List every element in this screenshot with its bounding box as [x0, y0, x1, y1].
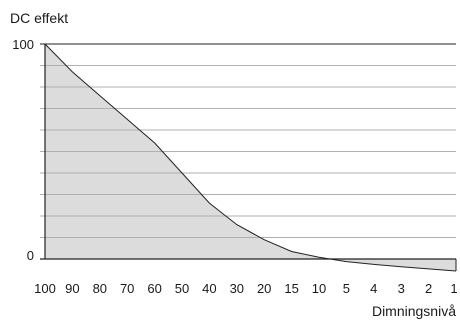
x-tick-label: 4 — [370, 281, 377, 296]
x-tick-label: 1 — [450, 281, 457, 296]
series-line — [44, 43, 457, 272]
plot-area: 100 0 100 90 80 70 60 50 40 30 20 15 10 5 4 3 2 1 — [12, 37, 457, 296]
x-tick-label: 3 — [398, 281, 405, 296]
x-tick-label: 100 — [34, 281, 56, 296]
x-axis-label: Dimningsnivå — [372, 303, 456, 319]
x-tick-label: 80 — [93, 281, 107, 296]
x-tick-label: 60 — [147, 281, 161, 296]
x-tick-label: 90 — [65, 281, 79, 296]
x-tick-label: 70 — [120, 281, 134, 296]
x-tick-label: 2 — [425, 281, 432, 296]
x-tick-label: 30 — [230, 281, 244, 296]
x-tick-label: 10 — [312, 281, 326, 296]
y-axis-label: DC effekt — [10, 10, 68, 26]
area-fill — [45, 44, 456, 271]
x-tick-label: 15 — [284, 281, 298, 296]
x-tick-label: 40 — [202, 281, 216, 296]
x-tick-label: 5 — [343, 281, 350, 296]
y-tick-label: 100 — [12, 37, 34, 52]
x-tick-label: 20 — [257, 281, 271, 296]
y-tick-label: 0 — [27, 248, 34, 263]
x-tick-label: 50 — [175, 281, 189, 296]
